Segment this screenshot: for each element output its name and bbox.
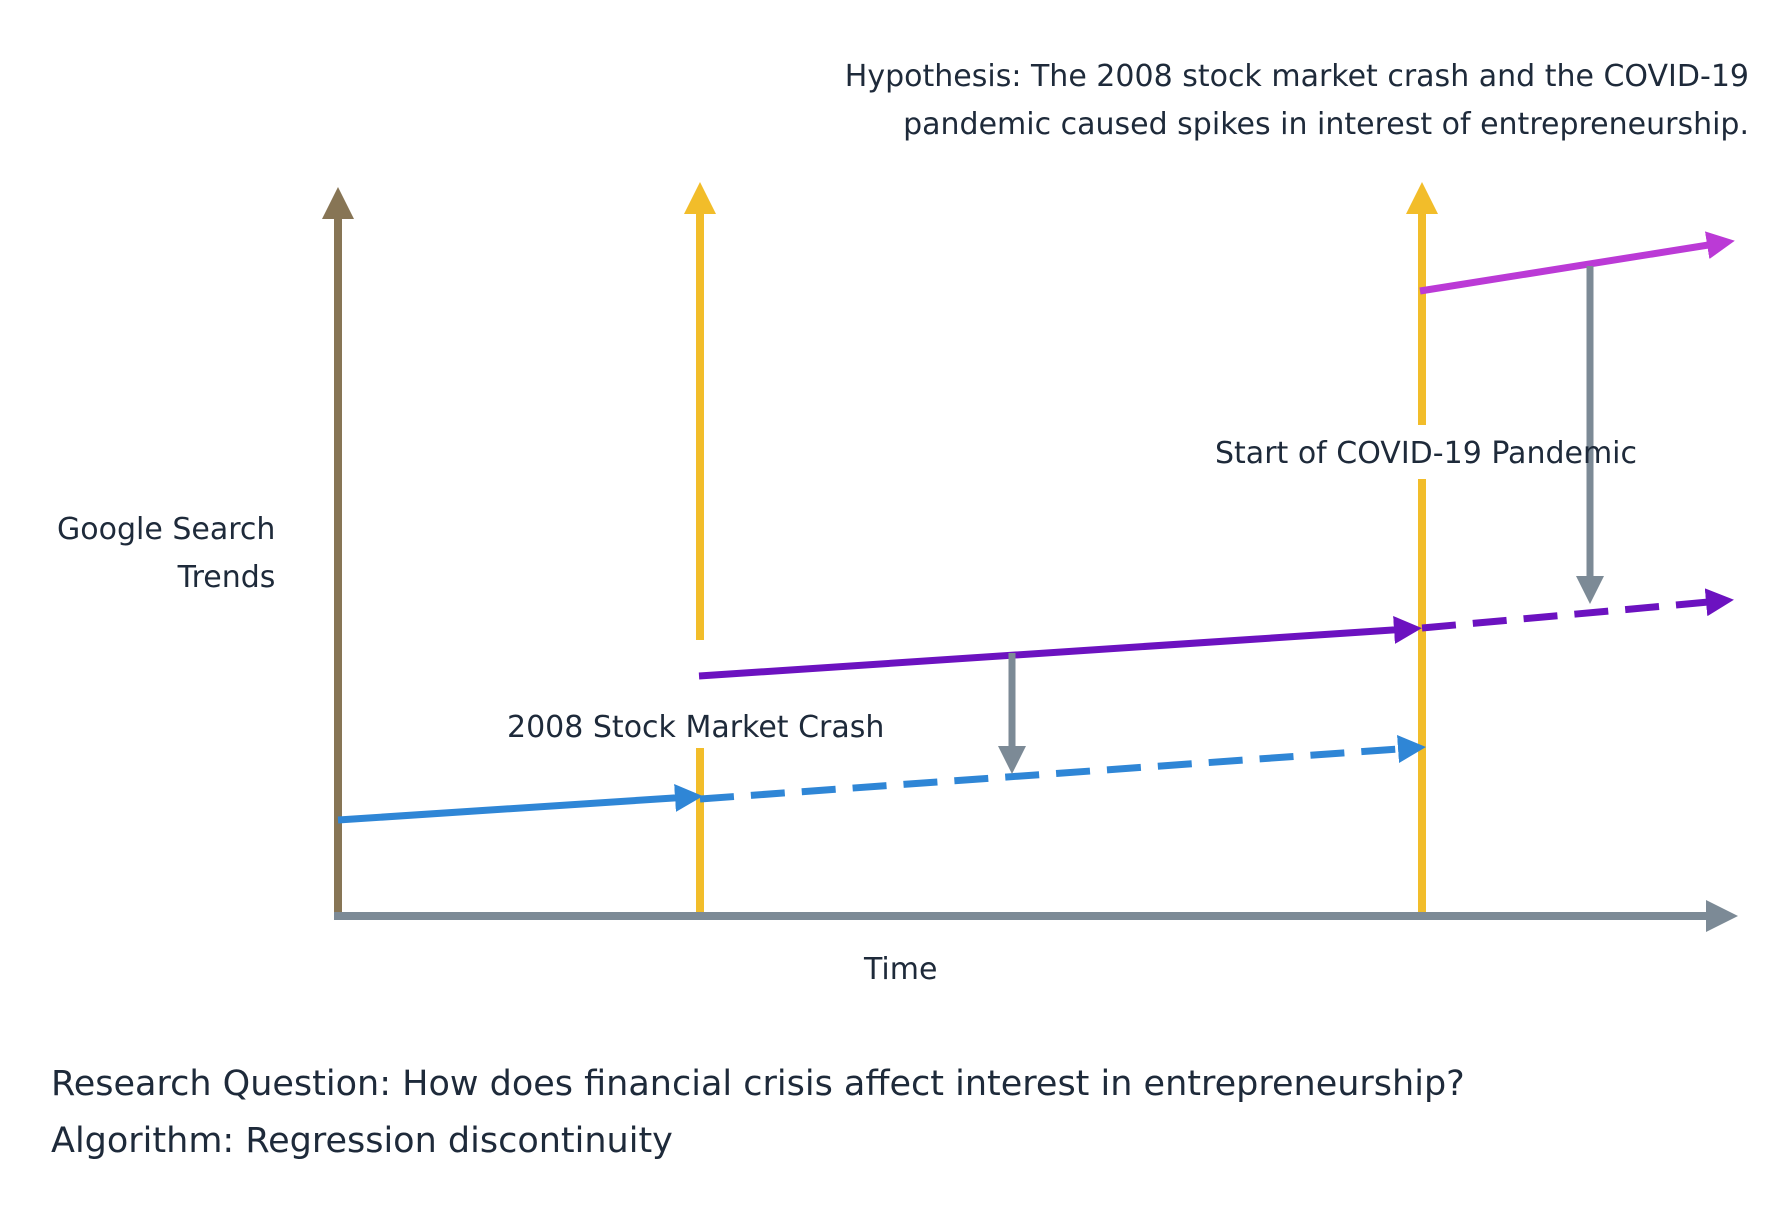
y-axis-label-line-1: Google Search <box>57 512 276 547</box>
hypothesis-line-2: pandemic caused spikes in interest of en… <box>903 107 1749 142</box>
after-crash-trend-line <box>698 615 1422 680</box>
crash-event-label: 2008 Stock Market Crash <box>507 710 885 745</box>
baseline-trend-line <box>337 783 703 824</box>
y-axis-label-line-2: Trends <box>177 560 276 595</box>
after-crash-counterfactual-dashed-line <box>1421 588 1734 632</box>
after-covid-trend-line <box>1419 231 1735 295</box>
hypothesis-line-1: Hypothesis: The 2008 stock market crash … <box>844 59 1749 94</box>
algorithm-label: Algorithm: Regression discontinuity <box>51 1121 673 1161</box>
hypothesis-text: Hypothesis: The 2008 stock market crash … <box>845 53 1749 149</box>
covid-event-label: Start of COVID-19 Pandemic <box>1215 436 1638 471</box>
baseline-counterfactual-dashed-line <box>699 735 1426 803</box>
x-axis-label: Time <box>864 952 938 987</box>
y-axis-label: Google Search Trends <box>57 506 275 602</box>
research-question: Research Question: How does financial cr… <box>51 1064 1465 1104</box>
